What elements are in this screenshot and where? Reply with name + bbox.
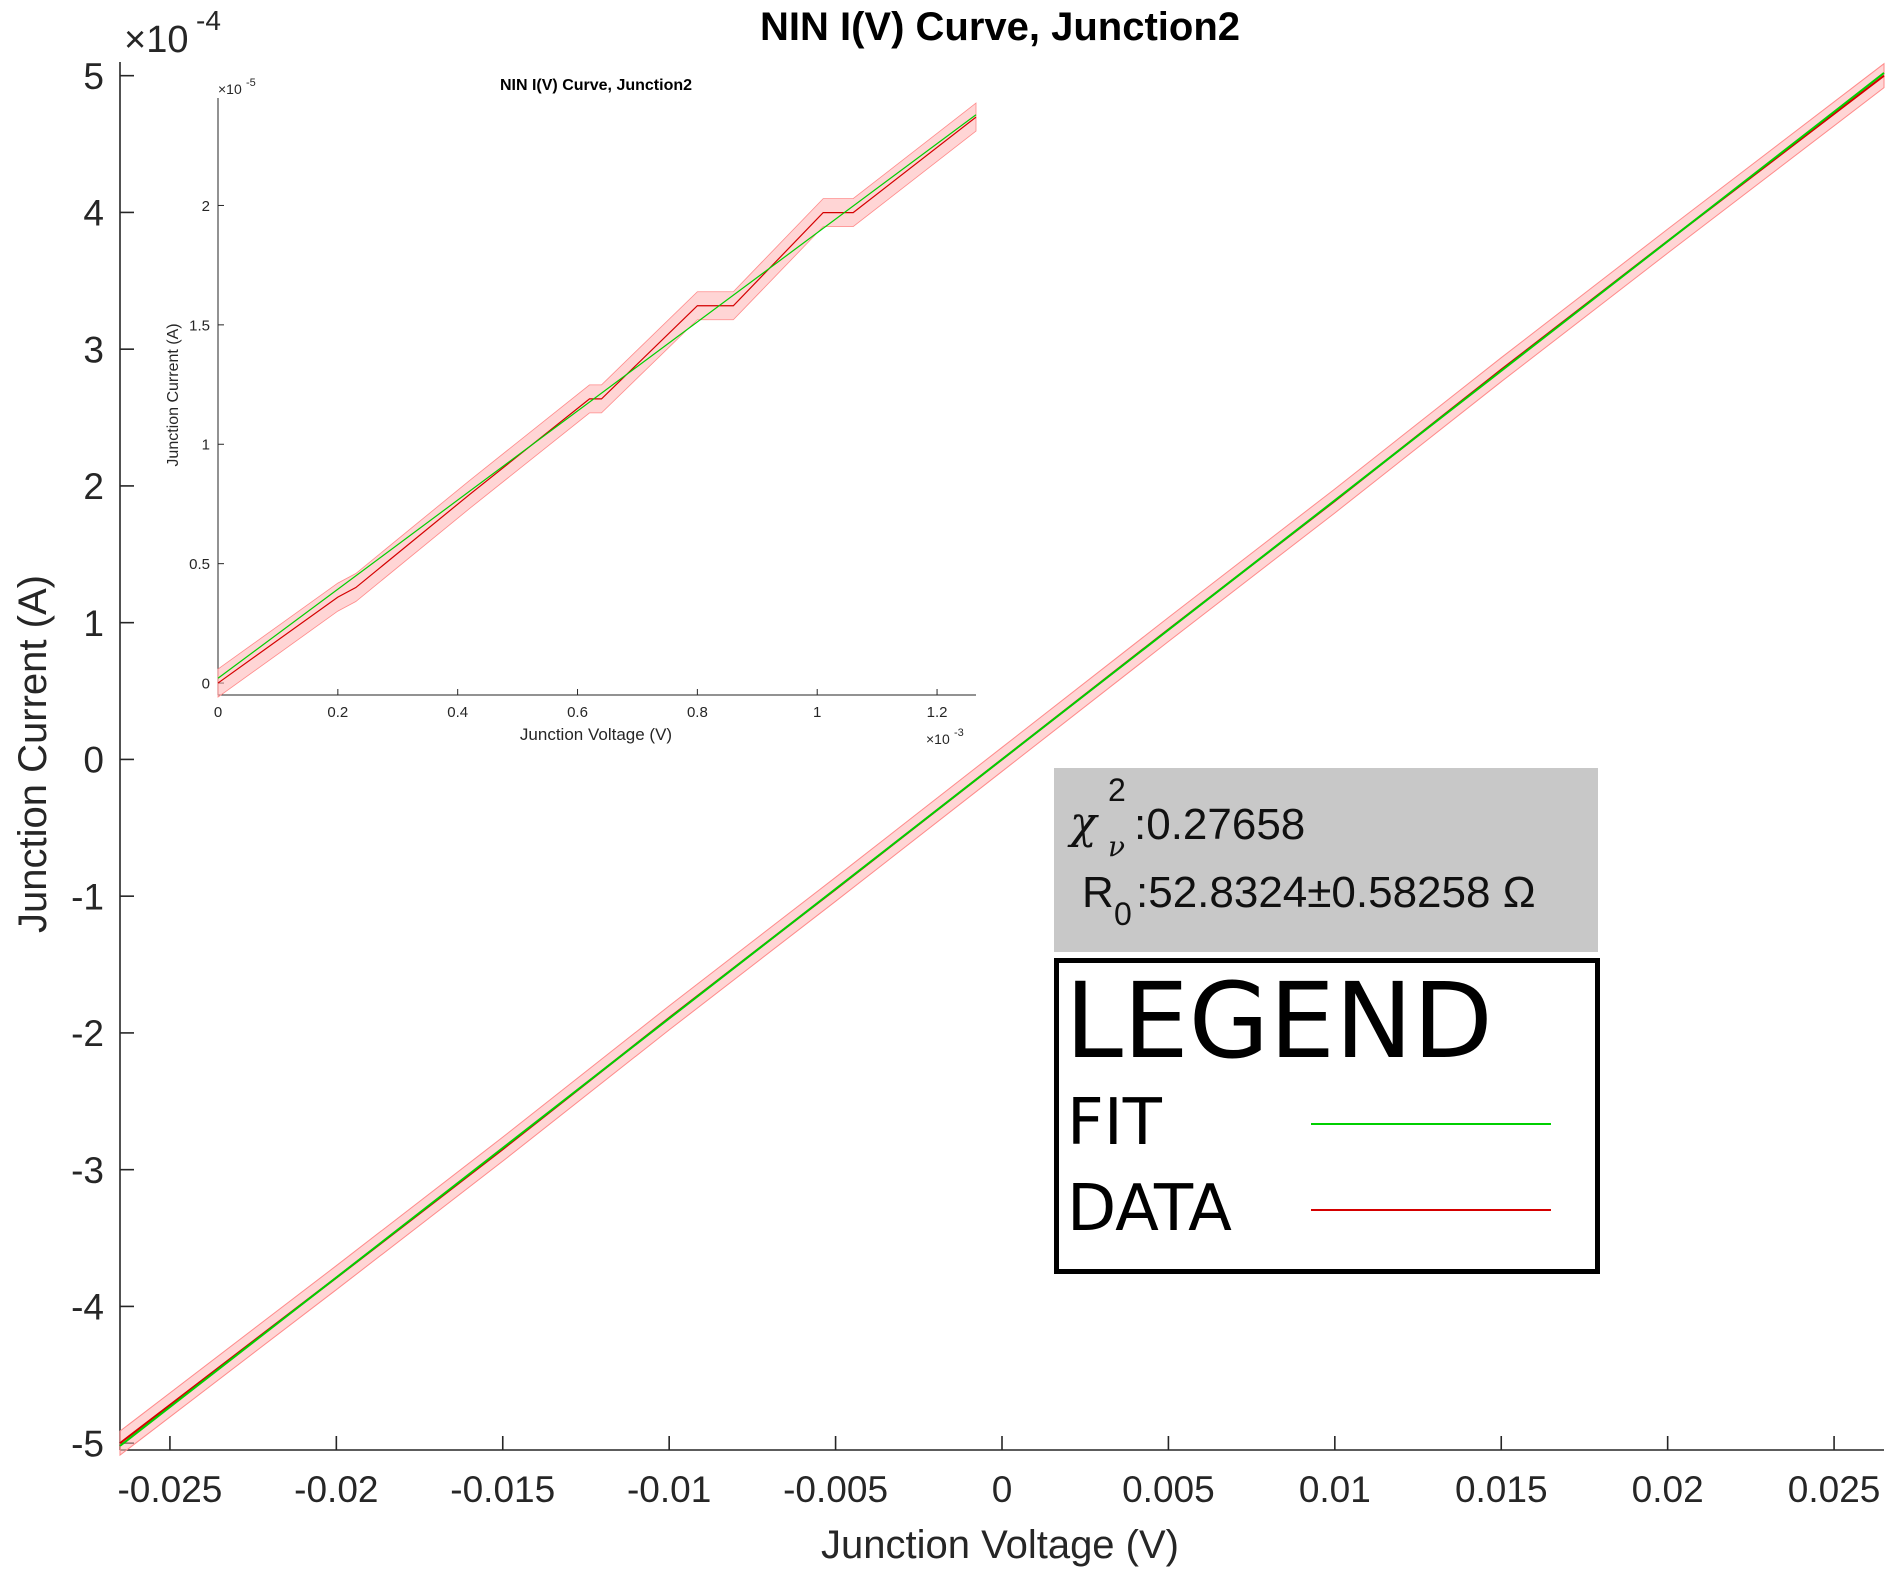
inset-axes <box>217 98 976 696</box>
main-series-layer <box>119 72 1885 1447</box>
inset-x-exponent-label: ×10 <box>926 731 950 747</box>
resistance-subscript: 0 <box>1114 896 1132 932</box>
legend-entry-fit: FIT <box>1067 1086 1162 1160</box>
inset-y-tick-label-4: 2 <box>202 198 210 215</box>
main-tick-labels: -0.025 -0.02 -0.015 -0.01 -0.005 0 0.005 0.01 0.… <box>71 56 1880 1510</box>
chi-superscript: 2 <box>1108 772 1126 808</box>
inset-series-layer <box>217 114 977 684</box>
inset-y-tick-label-0: 0 <box>202 675 210 692</box>
legend-entry-data: DATA <box>1067 1172 1232 1246</box>
chart-title: NIN I(V) Curve, Junction2 <box>760 5 1240 49</box>
inset-x-axis-label: Junction Voltage (V) <box>520 725 672 744</box>
inset-x-tick-label-6: 1.2 <box>927 704 948 721</box>
main-x-tick-label-2: -0.015 <box>450 1469 555 1510</box>
main-x-tick-label-6: 0.005 <box>1122 1469 1215 1510</box>
inset-x-tick-label-0: 0 <box>214 704 222 721</box>
inset-data-band <box>217 102 977 698</box>
chi-symbol: χ <box>1070 798 1097 849</box>
inset-y-tick-label-2: 1 <box>202 437 210 454</box>
y-exponent-label: ×10 <box>124 19 188 61</box>
main-x-tick-label-9: 0.02 <box>1632 1469 1704 1510</box>
main-y-tick-label-10: 5 <box>83 56 104 97</box>
main-y-tick-label-5: 0 <box>83 740 104 781</box>
inset-y-axis-label: Junction Current (A) <box>165 323 182 466</box>
main-y-tick-label-3: -2 <box>71 1013 104 1054</box>
x-axis-label: Junction Voltage (V) <box>821 1523 1179 1567</box>
main-x-tick-label-5: 0 <box>992 1469 1013 1510</box>
inset-y-exponent-label: ×10 <box>218 81 242 97</box>
inset-y-exponent-power: -5 <box>246 77 256 89</box>
y-axis-label: Junction Current (A) <box>11 575 55 933</box>
main-y-tick-label-6: 1 <box>83 603 104 644</box>
inset-fit-line <box>217 114 977 679</box>
chi-subscript: ν <box>1108 830 1126 863</box>
main-axes <box>119 62 1884 1451</box>
main-y-tick-label-2: -3 <box>71 1150 104 1191</box>
legend: LEGEND FIT DATA <box>1054 958 1600 1274</box>
inset-y-tick-label-3: 1.5 <box>189 317 210 334</box>
inset-title: NIN I(V) Curve, Junction2 <box>500 77 692 94</box>
legend-swatch-data <box>1311 1209 1551 1211</box>
main-y-tick-label-9: 4 <box>83 193 104 234</box>
main-y-tick-label-0: -5 <box>71 1423 104 1464</box>
inset-chart: 0 0.2 0.4 0.6 0.8 1 1.2 0 0.5 1 1.5 2 NIN I(V) Curv… <box>165 77 977 747</box>
y-exponent-power: -4 <box>196 5 221 36</box>
main-x-tick-label-3: -0.01 <box>627 1469 711 1510</box>
legend-title: LEGEND <box>1065 960 1493 1082</box>
resistance-value: :52.8324±0.58258 Ω <box>1136 868 1536 917</box>
main-x-tick-label-0: -0.025 <box>117 1469 222 1510</box>
inset-x-tick-label-5: 1 <box>813 704 821 721</box>
inset-x-tick-label-1: 0.2 <box>327 704 348 721</box>
main-x-tick-label-4: -0.005 <box>783 1469 888 1510</box>
main-x-tick-label-7: 0.01 <box>1299 1469 1371 1510</box>
inset-x-exponent-power: -3 <box>954 727 964 739</box>
main-fit-line <box>119 72 1885 1447</box>
inset-y-tick-label-1: 0.5 <box>189 556 210 573</box>
main-y-tick-label-8: 3 <box>83 329 104 370</box>
inset-x-tick-label-2: 0.4 <box>447 704 468 721</box>
main-y-tick-label-4: -1 <box>71 876 104 917</box>
main-x-tick-label-1: -0.02 <box>294 1469 378 1510</box>
main-x-tick-label-8: 0.015 <box>1455 1469 1548 1510</box>
resistance-symbol: R <box>1082 868 1114 917</box>
inset-x-tick-label-3: 0.6 <box>567 704 588 721</box>
main-y-tick-label-1: -4 <box>71 1287 104 1328</box>
main-y-tick-label-7: 2 <box>83 466 104 507</box>
inset-tick-labels: 0 0.2 0.4 0.6 0.8 1 1.2 0 0.5 1 1.5 2 <box>189 198 947 721</box>
reduced-chi-squared-value: :0.27658 <box>1134 800 1306 849</box>
main-x-tick-label-10: 0.025 <box>1788 1469 1881 1510</box>
inset-x-tick-label-4: 0.8 <box>687 704 708 721</box>
fit-statistics-box: χ 2 ν :0.27658 R 0 :52.8324±0.58258 Ω <box>1054 768 1598 952</box>
legend-swatch-fit <box>1311 1123 1551 1125</box>
inset-error-band <box>217 102 977 698</box>
